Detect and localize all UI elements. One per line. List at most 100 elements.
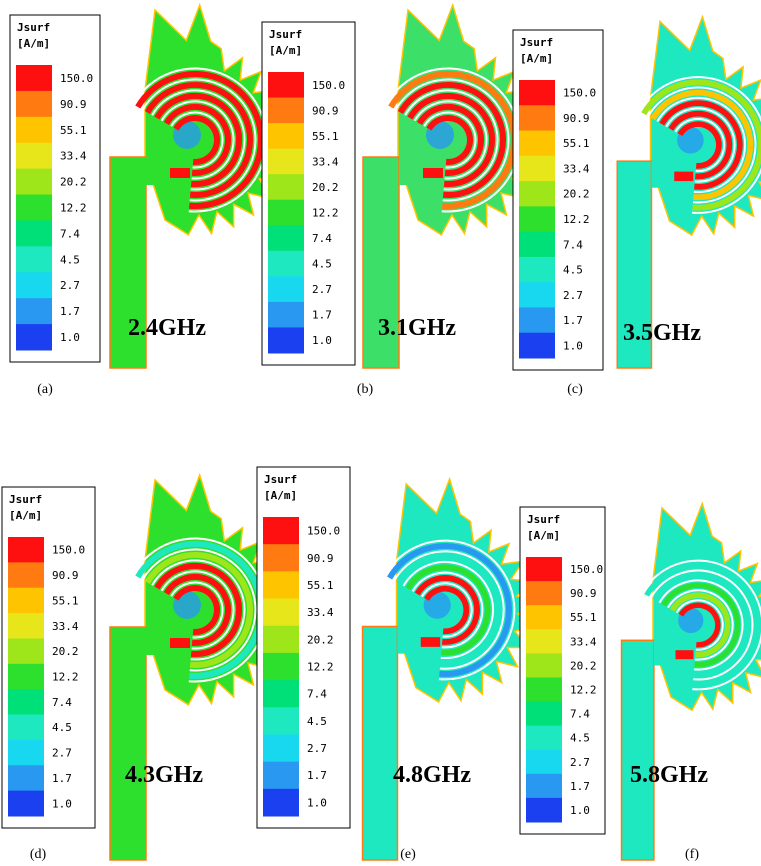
color-swatch (268, 250, 304, 277)
spiral-gap (641, 559, 761, 691)
color-swatch (519, 206, 555, 233)
legend-label: 20.2 (563, 188, 590, 201)
spiral-gap (384, 539, 516, 681)
spiral-arm (669, 592, 731, 658)
color-swatch (268, 199, 304, 226)
color-swatch (263, 761, 299, 790)
legend-label: 2.7 (563, 289, 583, 302)
color-swatch (526, 605, 562, 630)
legend-label: 4.5 (52, 721, 72, 734)
legend-label: 33.4 (570, 635, 597, 648)
color-swatch (263, 517, 299, 545)
spiral-gap (638, 76, 761, 214)
legend-label: 4.5 (570, 732, 590, 745)
spiral-arm (424, 585, 470, 635)
spiral-gap (170, 111, 224, 169)
color-swatch (268, 72, 304, 99)
color-swatch (263, 788, 299, 817)
color-swatch (519, 80, 555, 106)
legend-label: 55.1 (563, 137, 590, 150)
legend-label: 90.9 (52, 569, 79, 582)
legend-unit: [A/m] (264, 489, 297, 502)
legend-label: 1.0 (563, 339, 583, 352)
color-swatch (263, 625, 299, 654)
spiral-arm (414, 575, 480, 645)
feed-line (362, 156, 400, 369)
spiral-arm (678, 602, 721, 648)
legend-label: 7.4 (570, 708, 590, 721)
color-swatch (268, 123, 304, 150)
color-swatch (16, 194, 52, 221)
color-swatch (519, 130, 555, 157)
legend-label: 1.7 (307, 769, 327, 782)
color-swatch (8, 790, 44, 817)
spiral-gap (170, 581, 224, 639)
spiral-gap (667, 589, 734, 661)
color-swatch (8, 613, 44, 639)
spiral-arm (135, 541, 264, 679)
color-swatch (268, 225, 304, 252)
legend-label: 20.2 (307, 633, 334, 646)
spiral-gap (413, 100, 488, 180)
color-swatch (16, 272, 52, 299)
legend-label: 7.4 (563, 238, 583, 251)
color-swatch (268, 327, 304, 354)
color-swatch (526, 557, 562, 582)
legend-label: 33.4 (52, 620, 79, 633)
legend-label: 12.2 (307, 661, 334, 674)
legend-label: 33.4 (307, 606, 334, 619)
legend-label: 1.7 (52, 772, 72, 785)
legend-label: 150.0 (563, 87, 596, 100)
legend-label: 1.0 (307, 796, 327, 809)
legend-label: 1.0 (52, 797, 72, 810)
legend-label: 90.9 (563, 112, 590, 125)
spiral-arm (154, 93, 242, 187)
feed-line (109, 626, 147, 861)
legend-label: 7.4 (60, 227, 80, 240)
color-swatch (263, 680, 299, 708)
legend-label: 2.7 (312, 283, 332, 296)
legend-label: 90.9 (60, 98, 87, 111)
legend-label: 1.0 (312, 334, 332, 347)
spiral-arm (135, 71, 264, 209)
spiral-arm (163, 574, 231, 646)
legend-label: 90.9 (570, 587, 597, 600)
spiral-arm (426, 115, 473, 165)
panel: Jsurf [A/m] 150.0 90.9 55.1 33.4 20.2 12.2 7.4 4.… (512, 14, 761, 397)
legend-label: 20.2 (52, 645, 79, 658)
color-swatch (8, 587, 44, 614)
spiral-gap (658, 579, 744, 671)
color-swatch (268, 301, 304, 328)
color-swatch (263, 652, 299, 681)
spiral-arm (405, 564, 491, 656)
legend-title: Jsurf (269, 28, 302, 41)
color-swatch (8, 765, 44, 792)
spiral-arm (387, 543, 512, 677)
spiral-arm (644, 562, 761, 688)
panel-caption: (b) (357, 382, 374, 397)
legend-label: 150.0 (307, 525, 340, 538)
spiral-gap (649, 569, 754, 681)
legend-label: 2.7 (307, 742, 327, 755)
color-swatch (526, 797, 562, 823)
color-swatch (263, 571, 299, 600)
spiral-gap (160, 100, 235, 180)
color-swatch (16, 168, 52, 196)
legend-label: 150.0 (52, 544, 85, 557)
legend-label: 90.9 (312, 104, 339, 117)
spiral-arm (396, 553, 502, 667)
panel-caption: (e) (400, 847, 416, 862)
color-swatch (16, 116, 52, 144)
panel-caption: (f) (685, 847, 699, 862)
feed-line (361, 625, 399, 861)
legend-label: 20.2 (60, 176, 87, 189)
legend-label: 90.9 (307, 552, 334, 565)
color-swatch (8, 562, 44, 589)
legend-label: 12.2 (60, 202, 87, 215)
spiral-gap (404, 89, 499, 191)
legend-unit: [A/m] (520, 52, 553, 65)
legend-label: 33.4 (563, 162, 590, 175)
legend-label: 150.0 (60, 72, 93, 85)
feed-stub (399, 157, 423, 185)
feed-stub (651, 161, 675, 188)
